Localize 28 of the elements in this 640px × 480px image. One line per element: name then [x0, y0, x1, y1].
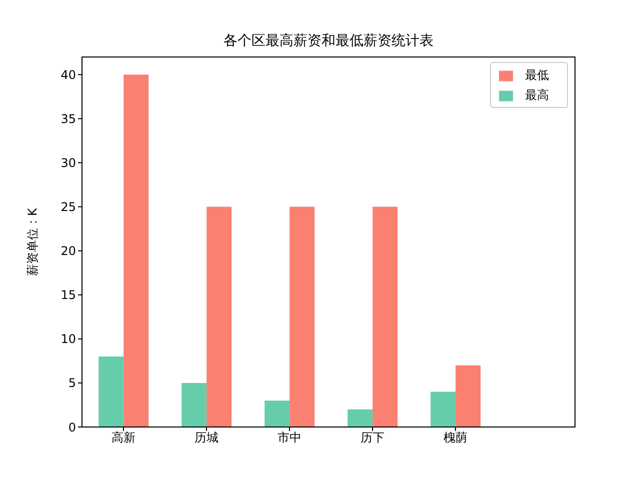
legend-label: 最高 [525, 88, 549, 102]
y-tick-label: 25 [60, 200, 76, 214]
bar [430, 392, 456, 427]
y-axis-title: 薪资单位：K [25, 206, 40, 276]
bar [264, 400, 290, 427]
bar [182, 382, 207, 427]
bar [206, 206, 232, 427]
x-tick-label: 历城 [194, 430, 218, 445]
bar [290, 206, 315, 427]
chart-title: 各个区最高薪资和最低薪资统计表 [222, 32, 434, 50]
y-tick-label: 5 [68, 376, 76, 390]
x-tick-label: 槐荫 [444, 430, 468, 445]
bar [98, 356, 124, 427]
bar [348, 409, 373, 427]
bar [372, 206, 398, 427]
y-tick-label: 20 [60, 244, 76, 258]
x-tick-label: 市中 [278, 430, 302, 445]
x-tick-label: 高新 [112, 430, 136, 445]
y-tick-label: 10 [60, 332, 76, 346]
bar [456, 365, 481, 427]
x-tick-label: 历下 [360, 430, 384, 445]
bar [124, 74, 149, 427]
legend-label: 最低 [525, 68, 549, 82]
y-tick-label: 0 [68, 420, 76, 434]
y-tick-label: 30 [60, 156, 76, 170]
y-tick-label: 40 [60, 68, 76, 82]
y-tick-label: 35 [60, 112, 76, 126]
y-tick-label: 15 [60, 288, 76, 302]
